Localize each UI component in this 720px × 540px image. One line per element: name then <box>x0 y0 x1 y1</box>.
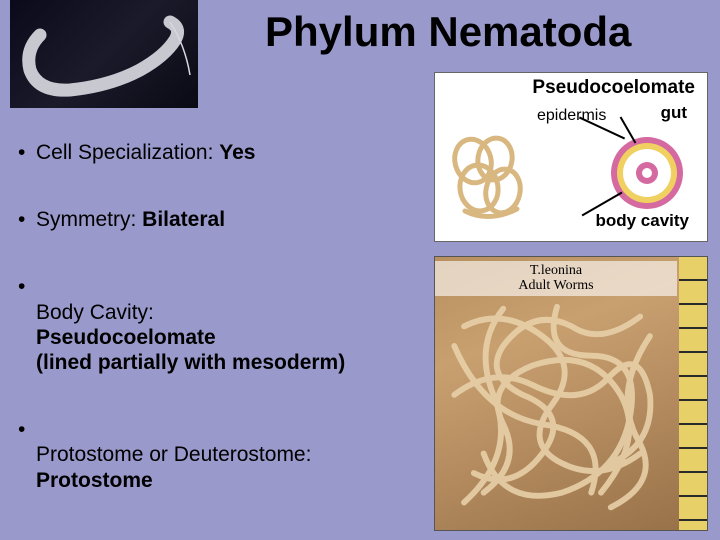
diagram-label-gut: gut <box>661 103 687 123</box>
bullet-dot: • <box>18 417 36 493</box>
slide-title: Phylum Nematoda <box>265 8 631 56</box>
bullet-dot: • <box>18 274 36 375</box>
diagram-title: Pseudocoelomate <box>532 77 695 99</box>
bullet-text: Symmetry: Bilateral <box>36 207 398 232</box>
bullet-dot: • <box>18 207 36 232</box>
diagram-label-epidermis: epidermis <box>537 107 606 125</box>
bullet-item: • Cell Specialization: Yes <box>18 140 398 165</box>
ruler-graphic <box>679 257 707 530</box>
diagram-label-body-cavity: body cavity <box>595 211 689 231</box>
bullet-text: Protostome or Deuterostome: Protostome <box>36 417 398 493</box>
bullet-item: • Symmetry: Bilateral <box>18 207 398 232</box>
pseudocoelomate-diagram: Pseudocoelomate epidermis gut body cavit… <box>434 72 708 242</box>
bullet-dot: • <box>18 140 36 165</box>
diagram-cross-section <box>607 131 687 211</box>
nematode-sem-image <box>10 0 198 108</box>
adult-worms-photo: T.leonina Adult Worms <box>434 256 708 531</box>
photo-caption: T.leonina Adult Worms <box>435 261 677 296</box>
bullet-text: Cell Specialization: Yes <box>36 140 398 165</box>
worm-tangle-graphic <box>443 297 671 522</box>
bullet-text: Body Cavity: Pseudocoelomate (lined part… <box>36 274 398 375</box>
bullet-list: • Cell Specialization: Yes • Symmetry: B… <box>18 140 398 535</box>
diagram-worm-coils <box>445 133 533 228</box>
bullet-item: • Body Cavity: Pseudocoelomate (lined pa… <box>18 274 398 375</box>
bullet-item: • Protostome or Deuterostome: Protostome <box>18 417 398 493</box>
